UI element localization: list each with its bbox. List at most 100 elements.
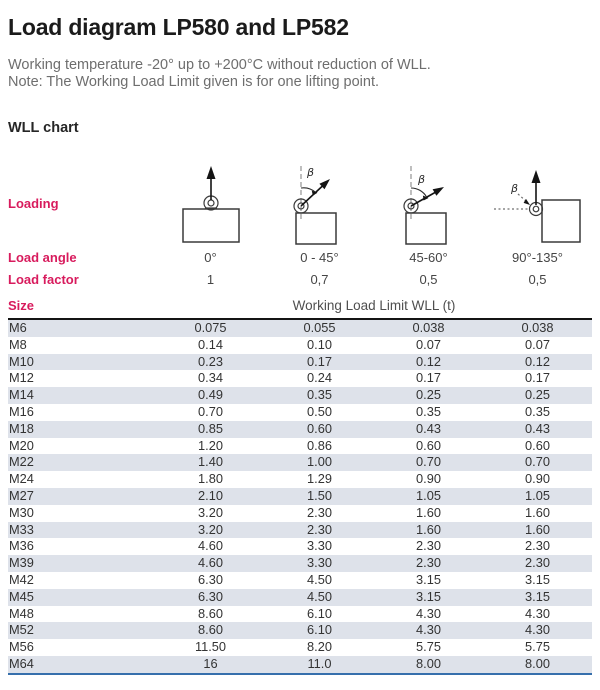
size-cell: M45 — [9, 588, 34, 604]
diagram-0-45-svg: β — [293, 166, 337, 245]
value-cell-45-60: 0.12 — [416, 353, 441, 369]
value-cell-0-45: 4.50 — [307, 571, 332, 587]
value-cell-90-135: 0.25 — [525, 387, 550, 403]
value-cell-90-135: 0.12 — [525, 353, 550, 369]
intro-text: Working temperature -20° up to +200°C wi… — [8, 57, 592, 91]
size-cell: M14 — [9, 387, 34, 403]
wll-column-header: Working Load Limit WLL (t) — [292, 297, 456, 313]
value-cell-45-60: 3.15 — [416, 588, 441, 604]
value-cell-90-135: 1.05 — [525, 487, 550, 503]
value-cell-90-135: 3.15 — [525, 588, 550, 604]
load-factor-value: 0,5 — [528, 271, 547, 287]
value-cell-45-60: 1.05 — [416, 487, 441, 503]
value-cell-90-135: 0.90 — [525, 471, 550, 487]
size-cell: M39 — [9, 555, 34, 571]
value-cell-45-60: 1.60 — [416, 504, 441, 520]
size-cell: M64 — [9, 655, 34, 671]
value-cell-0deg: 0.49 — [198, 387, 223, 403]
value-cell-45-60: 5.75 — [416, 639, 441, 655]
beta-symbol: β — [417, 173, 425, 186]
table-row: M45 6.30 4.50 3.15 3.15 — [8, 588, 592, 606]
value-cell-0deg: 3.20 — [198, 504, 223, 520]
table-row: M30 3.20 2.30 1.60 1.60 — [8, 505, 592, 522]
value-cell-0-45: 2.30 — [307, 504, 332, 520]
table-row: M8 0.14 0.10 0.07 0.07 — [8, 337, 592, 354]
intro-line-note: Note: The Working Load Limit given is fo… — [8, 74, 380, 90]
table-row: M64 16 11.0 8.00 8.00 — [8, 655, 592, 673]
value-cell-45-60: 2.30 — [416, 538, 441, 554]
table-row: M27 2.10 1.50 1.05 1.05 — [8, 487, 592, 505]
value-cell-0-45: 1.29 — [307, 471, 332, 487]
value-cell-45-60: 0.70 — [416, 454, 441, 470]
value-cell-0deg: 2.10 — [198, 487, 223, 503]
value-cell-90-135: 2.30 — [525, 538, 550, 554]
value-cell-45-60: 4.30 — [416, 622, 441, 638]
value-cell-90-135: 0.17 — [525, 370, 550, 386]
value-cell-0deg: 1.20 — [198, 437, 223, 453]
size-cell: M27 — [9, 487, 34, 503]
value-cell-90-135: 4.30 — [525, 622, 550, 638]
value-cell-45-60: 0.07 — [416, 336, 441, 352]
table-row: M33 3.20 2.30 1.60 1.60 — [8, 521, 592, 539]
table-row: M56 11.50 8.20 5.75 5.75 — [8, 639, 592, 656]
load-angle-row: Load angle 0° 0 - 45° 45-60° 90°-135° — [8, 246, 592, 268]
table-row: M48 8.60 6.10 4.30 4.30 — [8, 606, 592, 623]
table-row: M52 8.60 6.10 4.30 4.30 — [8, 622, 592, 640]
value-cell-0-45: 11.0 — [307, 655, 332, 671]
value-cell-90-135: 0.038 — [521, 320, 554, 335]
value-cell-0-45: 8.20 — [307, 639, 332, 655]
value-cell-0-45: 1.50 — [307, 487, 332, 503]
loading-label: Loading — [8, 195, 59, 211]
size-cell: M36 — [9, 538, 34, 554]
size-cell: M30 — [9, 504, 34, 520]
value-cell-0deg: 0.23 — [198, 353, 223, 369]
value-cell-0deg: 3.20 — [198, 521, 223, 537]
size-cell: M20 — [9, 437, 34, 453]
value-cell-0-45: 4.50 — [307, 588, 332, 604]
load-angle-label: Load angle — [8, 249, 77, 265]
value-cell-0-45: 0.10 — [307, 336, 332, 352]
lifting-point-90-135-icon: β — [486, 160, 596, 246]
wll-chart-heading: WLL chart — [8, 120, 79, 136]
value-cell-90-135: 5.75 — [525, 639, 550, 655]
size-cell: M33 — [9, 521, 34, 537]
value-cell-0deg: 4.60 — [198, 555, 223, 571]
size-cell: M12 — [9, 370, 34, 386]
value-cell-0deg: 8.60 — [198, 622, 223, 638]
size-cell: M8 — [9, 336, 27, 352]
value-cell-0deg: 0.075 — [194, 320, 227, 335]
value-cell-0deg: 1.40 — [198, 454, 223, 470]
value-cell-0deg: 8.60 — [198, 605, 223, 621]
value-cell-0-45: 0.17 — [307, 353, 332, 369]
value-cell-0deg: 0.34 — [198, 370, 223, 386]
value-cell-90-135: 1.60 — [525, 504, 550, 520]
value-cell-90-135: 8.00 — [525, 655, 550, 671]
table-row: M6 0.075 0.055 0.038 0.038 — [8, 320, 592, 337]
value-cell-90-135: 1.60 — [525, 521, 550, 537]
value-cell-0-45: 0.055 — [303, 320, 336, 335]
table-row: M12 0.34 0.24 0.17 0.17 — [8, 370, 592, 387]
value-cell-90-135: 0.60 — [525, 437, 550, 453]
size-cell: M18 — [9, 420, 34, 436]
load-angle-value: 0° — [204, 249, 217, 265]
value-cell-0-45: 6.10 — [307, 605, 332, 621]
beta-symbol: β — [510, 182, 518, 195]
value-cell-0deg: 6.30 — [198, 588, 223, 604]
table-row: M36 4.60 3.30 2.30 2.30 — [8, 538, 592, 555]
size-cell: M42 — [9, 571, 34, 587]
intro-line-temperature: Working temperature -20° up to +200°C wi… — [8, 57, 431, 73]
value-cell-0-45: 1.00 — [307, 454, 332, 470]
value-cell-0-45: 0.35 — [307, 387, 332, 403]
load-factor-label: Load factor — [8, 271, 79, 287]
size-cell: M56 — [9, 639, 34, 655]
table-row: M20 1.20 0.86 0.60 0.60 — [8, 438, 592, 455]
wll-table: M6 0.075 0.055 0.038 0.038 M8 0.14 0.10 … — [8, 318, 592, 675]
value-cell-90-135: 2.30 — [525, 555, 550, 571]
value-cell-45-60: 0.90 — [416, 471, 441, 487]
table-row: M14 0.49 0.35 0.25 0.25 — [8, 387, 592, 404]
value-cell-45-60: 2.30 — [416, 555, 441, 571]
size-cell: M52 — [9, 622, 34, 638]
value-cell-0-45: 0.24 — [307, 370, 332, 386]
size-cell: M24 — [9, 471, 34, 487]
value-cell-90-135: 0.70 — [525, 454, 550, 470]
